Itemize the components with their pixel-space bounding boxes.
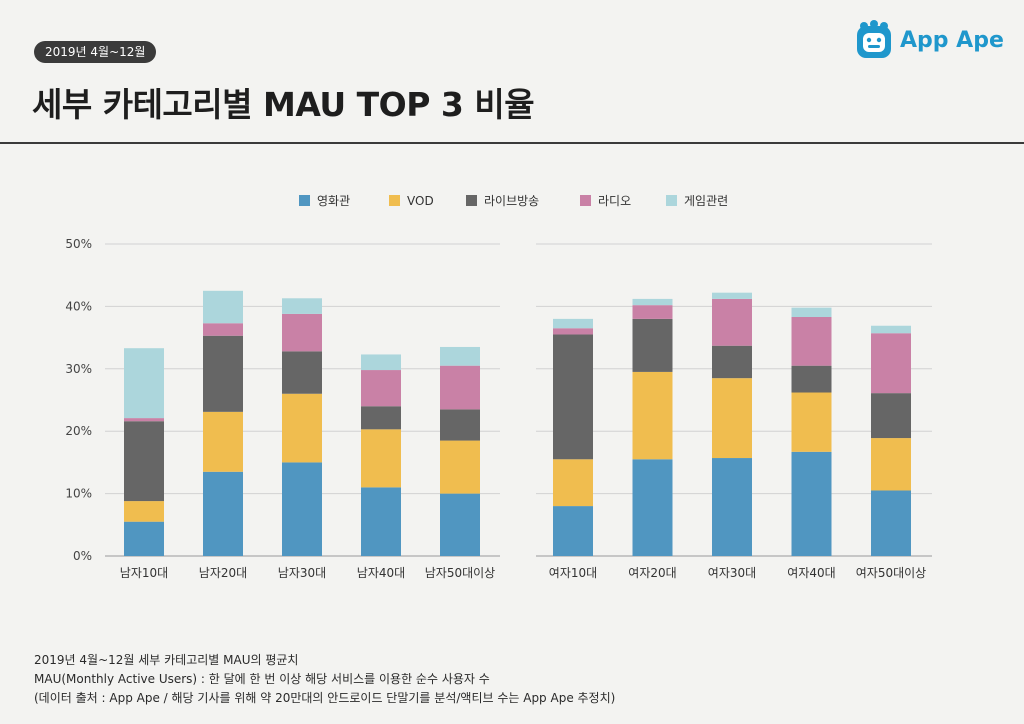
- bar-segment: [282, 313, 322, 352]
- bar-segment: [632, 318, 673, 372]
- bar-segment: [712, 292, 752, 299]
- y-tick-label: 0%: [73, 549, 92, 563]
- footnote-line: (데이터 출처 : App Ape / 해당 기사를 위해 약 20만대의 안드…: [34, 691, 616, 705]
- bar-segment: [203, 471, 243, 556]
- x-tick-label: 여자30대: [708, 566, 756, 580]
- app-ape-mascot-icon: [857, 20, 891, 58]
- x-tick-label: 남자10대: [120, 566, 168, 580]
- bar-segment: [553, 318, 593, 329]
- bar-segment: [282, 351, 322, 394]
- bar-segment: [282, 298, 322, 314]
- bar-segment: [361, 406, 401, 430]
- bar-segment: [632, 298, 673, 306]
- bar-segment: [124, 521, 164, 556]
- bar-segment: [632, 371, 673, 460]
- bar-segment: [203, 323, 243, 336]
- bar-segment: [282, 393, 322, 463]
- bar-segment: [203, 290, 243, 324]
- x-tick-label: 남자20대: [199, 566, 247, 580]
- bar-segment: [124, 421, 164, 502]
- x-tick-label: 남자30대: [278, 566, 326, 580]
- legend-label: 영화관: [317, 194, 350, 208]
- x-tick-label: 여자40대: [787, 566, 835, 580]
- bar-segment: [203, 335, 243, 412]
- bar-segment: [791, 392, 832, 452]
- bar-segment: [440, 409, 480, 441]
- bar-segment: [791, 317, 832, 366]
- legend-swatch: [466, 195, 477, 206]
- x-tick-label: 남자50대이상: [425, 566, 495, 580]
- legend-label: 라디오: [598, 194, 631, 208]
- bar-segment: [553, 334, 593, 460]
- bar-segment: [791, 365, 832, 393]
- x-tick-label: 남자40대: [357, 566, 405, 580]
- bar-segment: [632, 305, 673, 319]
- legend-label: 게임관련: [684, 194, 728, 208]
- y-tick-label: 50%: [65, 237, 92, 251]
- app-ape-logo: App Ape: [855, 18, 1004, 62]
- bar-segment: [440, 346, 480, 366]
- footnote-line: 2019년 4월~12월 세부 카테고리별 MAU의 평균치: [34, 653, 299, 667]
- page-title: 세부 카테고리별 MAU TOP 3 비율: [32, 85, 535, 124]
- bar-segment: [791, 451, 832, 556]
- bar-segment: [871, 490, 911, 556]
- bar-segment: [553, 459, 593, 507]
- bar-segment: [282, 462, 322, 556]
- brand-name: App Ape: [900, 27, 1004, 53]
- footnotes: 2019년 4월~12월 세부 카테고리별 MAU의 평균치 MAU(Month…: [34, 651, 615, 708]
- bar-segment: [440, 493, 480, 556]
- header-divider: [0, 142, 1024, 144]
- stacked-bar-chart: 영화관 VOD 라이브방송 라디오 게임관련 0% 10% 20% 30% 40% 50% 남자10대…: [65, 194, 932, 580]
- bar-segment: [712, 458, 752, 556]
- bar-segment: [712, 298, 752, 346]
- period-badge: 2019년 4월~12월: [34, 41, 157, 63]
- bar-segment: [361, 429, 401, 488]
- bar-segment: [361, 354, 401, 371]
- bar-segment: [791, 307, 832, 318]
- legend-swatch: [580, 195, 591, 206]
- bar-segment: [871, 393, 911, 439]
- y-tick-label: 30%: [65, 362, 92, 376]
- bar-segment: [871, 438, 911, 491]
- x-tick-label: 여자20대: [628, 566, 676, 580]
- y-tick-label: 20%: [65, 424, 92, 438]
- bar-segment: [440, 440, 480, 494]
- legend-swatch: [299, 195, 310, 206]
- footnote-line: MAU(Monthly Active Users) : 한 달에 한 번 이상 …: [34, 672, 490, 686]
- bar-segment: [203, 411, 243, 472]
- bar-segment: [632, 459, 673, 556]
- bar-segment: [871, 325, 911, 334]
- legend-label: 라이브방송: [484, 194, 539, 208]
- legend-swatch: [666, 195, 677, 206]
- bar-segment: [712, 378, 752, 459]
- bar-segment: [440, 365, 480, 410]
- bar-segment: [124, 418, 164, 422]
- bar-segment: [124, 501, 164, 522]
- bar-segment: [871, 333, 911, 394]
- y-tick-label: 40%: [65, 299, 92, 313]
- legend-swatch: [389, 195, 400, 206]
- bar-segment: [361, 487, 401, 556]
- x-tick-label: 여자50대이상: [856, 566, 926, 580]
- bar-segment: [124, 348, 164, 419]
- y-tick-label: 10%: [65, 487, 92, 501]
- bar-segment: [553, 328, 593, 335]
- bar-segment: [553, 506, 593, 556]
- bar-segment: [712, 345, 752, 379]
- legend-label: VOD: [407, 194, 434, 208]
- bar-segment: [361, 370, 401, 407]
- x-tick-label: 여자10대: [549, 566, 597, 580]
